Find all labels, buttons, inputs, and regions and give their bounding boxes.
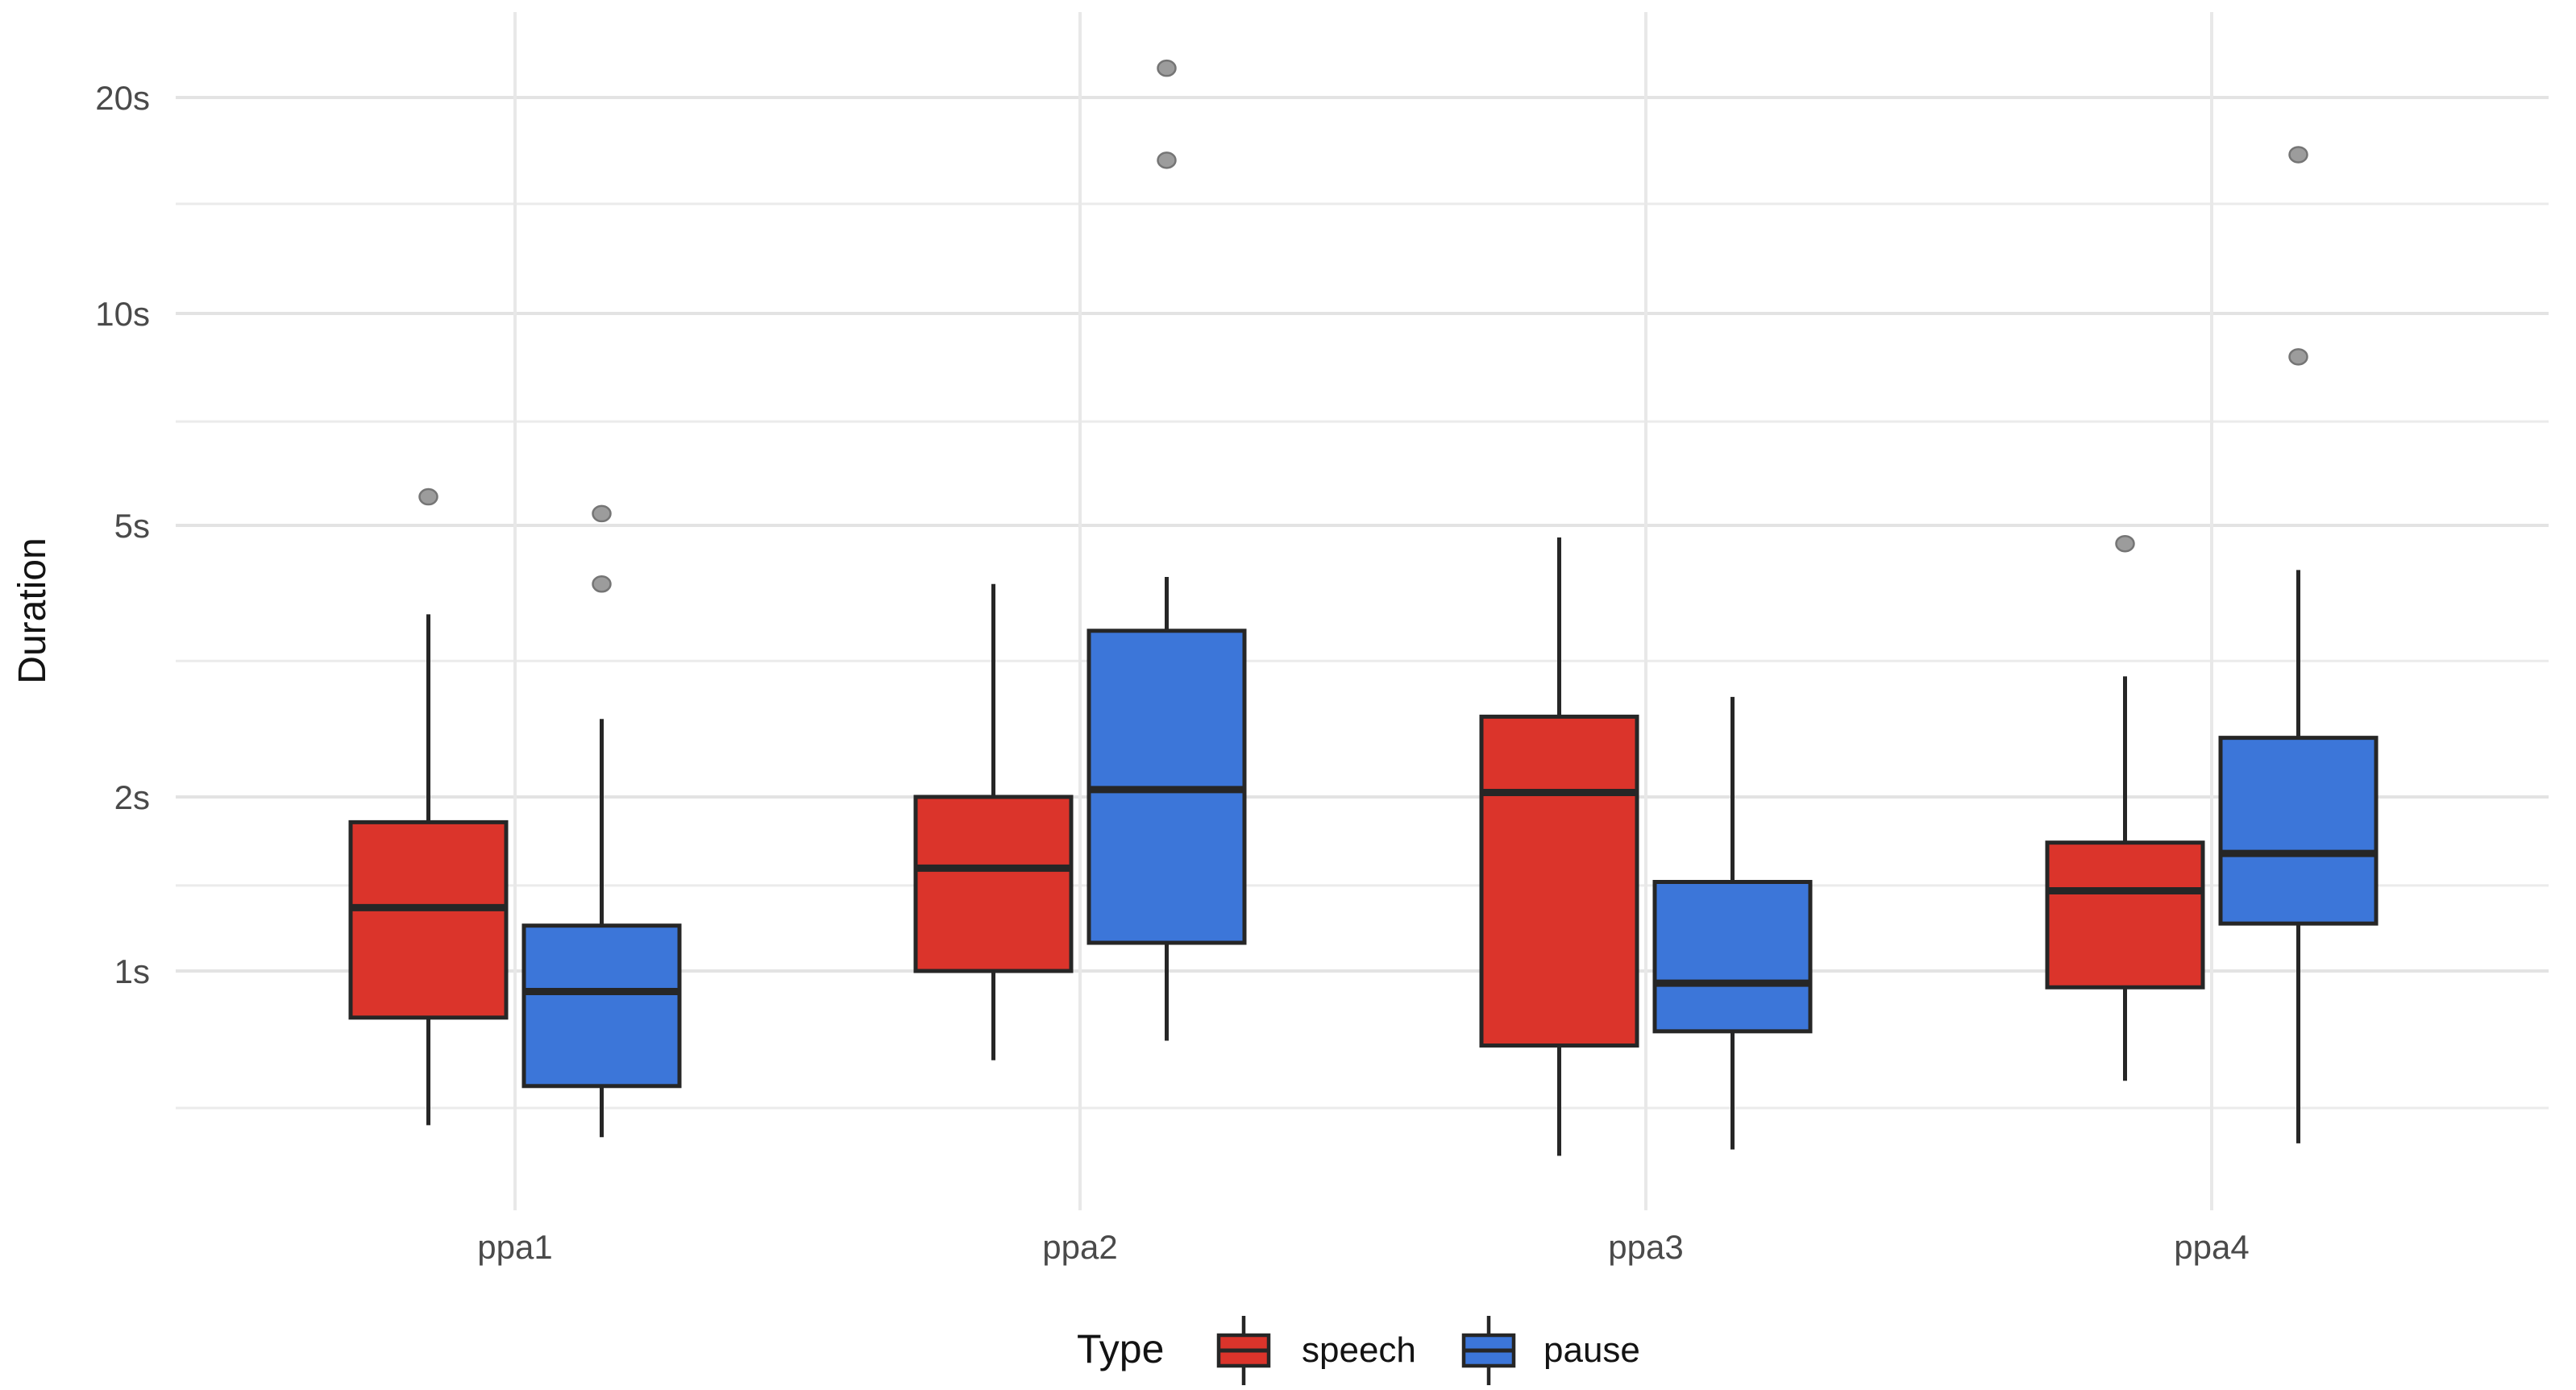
outlier-point — [1157, 151, 1177, 169]
y-tick-label: 2s — [114, 778, 150, 816]
box-pause-ppa1 — [521, 719, 682, 1138]
x-tick-label: ppa1 — [477, 1228, 552, 1266]
y-axis-title: Duration — [11, 537, 54, 683]
outlier-point — [2288, 146, 2308, 164]
legend-key-speech — [1216, 1316, 1271, 1385]
iqr-box — [521, 923, 682, 1089]
box-pause-ppa2 — [1086, 576, 1247, 1041]
x-axis-tick-labels: ppa1 ppa2 ppa3 ppa4 — [477, 1228, 2249, 1266]
box-pause-ppa3 — [1652, 696, 1813, 1150]
outlier-point — [592, 504, 612, 523]
outlier-point — [592, 575, 612, 593]
x-tick-label: ppa4 — [2174, 1228, 2249, 1266]
outlier-point — [2288, 348, 2308, 366]
iqr-box — [2045, 840, 2205, 990]
outlier-points — [418, 59, 2308, 593]
y-tick-label: 20s — [95, 79, 150, 117]
y-axis-title-group: Duration — [11, 537, 54, 683]
legend-title: Type — [1077, 1326, 1164, 1371]
iqr-box — [1479, 714, 1639, 1048]
outlier-point — [418, 488, 438, 506]
legend: Type speech pause — [1077, 1316, 1640, 1385]
x-tick-label: ppa3 — [1608, 1228, 1683, 1266]
iqr-box — [913, 795, 1074, 973]
y-tick-label: 5s — [114, 507, 150, 545]
y-axis-tick-labels: 20s 10s 5s 2s 1s — [95, 79, 150, 990]
box-speech-ppa3 — [1479, 537, 1639, 1156]
legend-label-pause: pause — [1544, 1330, 1640, 1370]
y-tick-label: 1s — [114, 952, 150, 990]
box-speech-ppa4 — [2045, 676, 2205, 1081]
major-gridlines — [176, 95, 2549, 973]
legend-label-speech: speech — [1302, 1330, 1416, 1370]
vertical-gridlines — [513, 12, 2213, 1210]
box-speech-ppa1 — [348, 614, 509, 1126]
iqr-box — [2218, 736, 2379, 926]
legend-key-pause — [1461, 1316, 1516, 1385]
boxplot-series — [348, 537, 2379, 1156]
box-pause-ppa4 — [2218, 570, 2379, 1143]
box-speech-ppa2 — [913, 583, 1074, 1060]
iqr-box — [1652, 879, 1813, 1034]
x-tick-label: ppa2 — [1042, 1228, 1117, 1266]
y-tick-label: 10s — [95, 295, 150, 333]
outlier-point — [1157, 59, 1177, 77]
iqr-box — [348, 819, 509, 1020]
outlier-point — [2115, 534, 2135, 553]
